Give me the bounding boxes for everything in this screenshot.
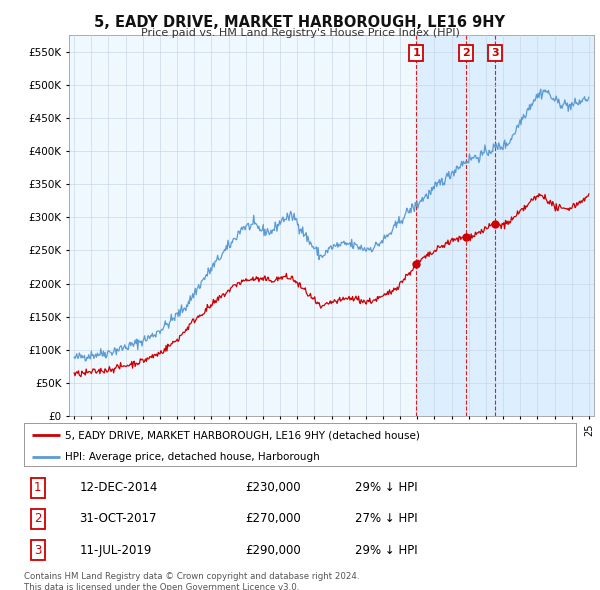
Text: 2: 2: [34, 512, 41, 526]
Text: 29% ↓ HPI: 29% ↓ HPI: [355, 543, 418, 556]
Text: £290,000: £290,000: [245, 543, 301, 556]
Text: HPI: Average price, detached house, Harborough: HPI: Average price, detached house, Harb…: [65, 451, 320, 461]
Text: 2: 2: [462, 48, 470, 58]
Text: £230,000: £230,000: [245, 481, 301, 494]
Text: 3: 3: [34, 543, 41, 556]
Text: 5, EADY DRIVE, MARKET HARBOROUGH, LE16 9HY: 5, EADY DRIVE, MARKET HARBOROUGH, LE16 9…: [95, 15, 505, 30]
Text: 27% ↓ HPI: 27% ↓ HPI: [355, 512, 418, 526]
Text: 5, EADY DRIVE, MARKET HARBOROUGH, LE16 9HY (detached house): 5, EADY DRIVE, MARKET HARBOROUGH, LE16 9…: [65, 430, 420, 440]
Text: 31-OCT-2017: 31-OCT-2017: [79, 512, 157, 526]
Text: 29% ↓ HPI: 29% ↓ HPI: [355, 481, 418, 494]
Text: 1: 1: [413, 48, 421, 58]
Text: 1: 1: [34, 481, 41, 494]
Bar: [416, 35, 594, 416]
Text: 11-JUL-2019: 11-JUL-2019: [79, 543, 152, 556]
Text: Price paid vs. HM Land Registry's House Price Index (HPI): Price paid vs. HM Land Registry's House …: [140, 28, 460, 38]
Text: 12-DEC-2014: 12-DEC-2014: [79, 481, 158, 494]
Text: £270,000: £270,000: [245, 512, 301, 526]
Text: Contains HM Land Registry data © Crown copyright and database right 2024.
This d: Contains HM Land Registry data © Crown c…: [24, 572, 359, 590]
Text: 3: 3: [491, 48, 499, 58]
